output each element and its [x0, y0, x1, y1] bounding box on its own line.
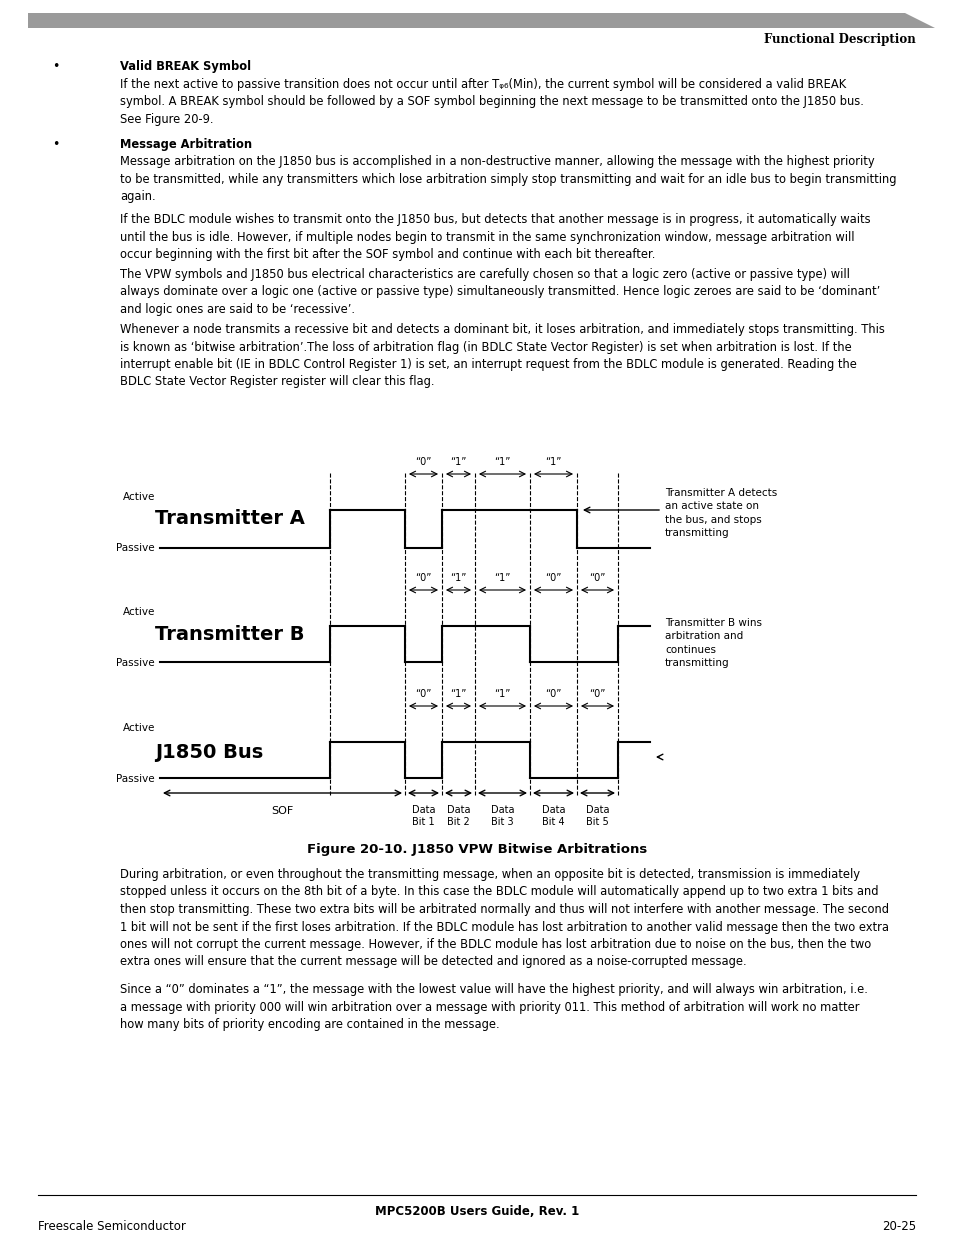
Text: Transmitter A detects
an active state on
the bus, and stops
transmitting: Transmitter A detects an active state on…: [664, 488, 777, 537]
Text: “0”: “0”: [415, 573, 432, 583]
Text: During arbitration, or even throughout the transmitting message, when an opposit: During arbitration, or even throughout t…: [120, 868, 888, 968]
Text: Passive: Passive: [116, 543, 154, 553]
Text: If the BDLC module wishes to transmit onto the J1850 bus, but detects that anoth: If the BDLC module wishes to transmit on…: [120, 212, 870, 261]
Text: Figure 20-10. J1850 VPW Bitwise Arbitrations: Figure 20-10. J1850 VPW Bitwise Arbitrat…: [307, 844, 646, 856]
Text: Since a “0” dominates a “1”, the message with the lowest value will have the hig: Since a “0” dominates a “1”, the message…: [120, 983, 867, 1031]
Text: Data
Bit 1: Data Bit 1: [412, 805, 435, 826]
Text: Data
Bit 2: Data Bit 2: [446, 805, 470, 826]
Text: “1”: “1”: [494, 457, 510, 467]
Text: The VPW symbols and J1850 bus electrical characteristics are carefully chosen so: The VPW symbols and J1850 bus electrical…: [120, 268, 880, 316]
Text: Freescale Semiconductor: Freescale Semiconductor: [38, 1220, 186, 1233]
Polygon shape: [28, 14, 934, 28]
Text: “0”: “0”: [415, 457, 432, 467]
Text: Message arbitration on the J1850 bus is accomplished in a non-destructive manner: Message arbitration on the J1850 bus is …: [120, 156, 896, 203]
Text: “1”: “1”: [545, 457, 561, 467]
Text: Data
Bit 3: Data Bit 3: [490, 805, 514, 826]
Text: Whenever a node transmits a recessive bit and detects a dominant bit, it loses a: Whenever a node transmits a recessive bi…: [120, 324, 884, 389]
Text: Passive: Passive: [116, 774, 154, 784]
Text: SOF: SOF: [271, 806, 294, 816]
Text: Transmitter B: Transmitter B: [154, 625, 304, 643]
Text: Transmitter B wins
arbitration and
continues
transmitting: Transmitter B wins arbitration and conti…: [664, 619, 761, 668]
Text: “1”: “1”: [494, 573, 510, 583]
Text: •: •: [52, 138, 59, 151]
Text: Valid BREAK Symbol: Valid BREAK Symbol: [120, 61, 251, 73]
Text: If the next active to passive transition does not occur until after Tᵩ₆(Min), th: If the next active to passive transition…: [120, 78, 863, 126]
Text: “1”: “1”: [494, 689, 510, 699]
Text: J1850 Bus: J1850 Bus: [154, 742, 263, 762]
Text: “0”: “0”: [589, 689, 605, 699]
Text: “0”: “0”: [415, 689, 432, 699]
Text: Message Arbitration: Message Arbitration: [120, 138, 252, 151]
Text: 20-25: 20-25: [881, 1220, 915, 1233]
Text: Data
Bit 5: Data Bit 5: [585, 805, 609, 826]
Text: “0”: “0”: [589, 573, 605, 583]
Text: “1”: “1”: [450, 573, 466, 583]
Text: Data
Bit 4: Data Bit 4: [541, 805, 565, 826]
Text: MPC5200B Users Guide, Rev. 1: MPC5200B Users Guide, Rev. 1: [375, 1205, 578, 1218]
Text: Active: Active: [123, 492, 154, 501]
Text: Active: Active: [123, 722, 154, 734]
Text: Passive: Passive: [116, 658, 154, 668]
Text: Transmitter A: Transmitter A: [154, 510, 305, 529]
Text: Functional Description: Functional Description: [763, 33, 915, 46]
Text: “1”: “1”: [450, 457, 466, 467]
Text: “0”: “0”: [545, 573, 561, 583]
Text: “1”: “1”: [450, 689, 466, 699]
Text: •: •: [52, 61, 59, 73]
Text: Active: Active: [123, 606, 154, 618]
Text: “0”: “0”: [545, 689, 561, 699]
